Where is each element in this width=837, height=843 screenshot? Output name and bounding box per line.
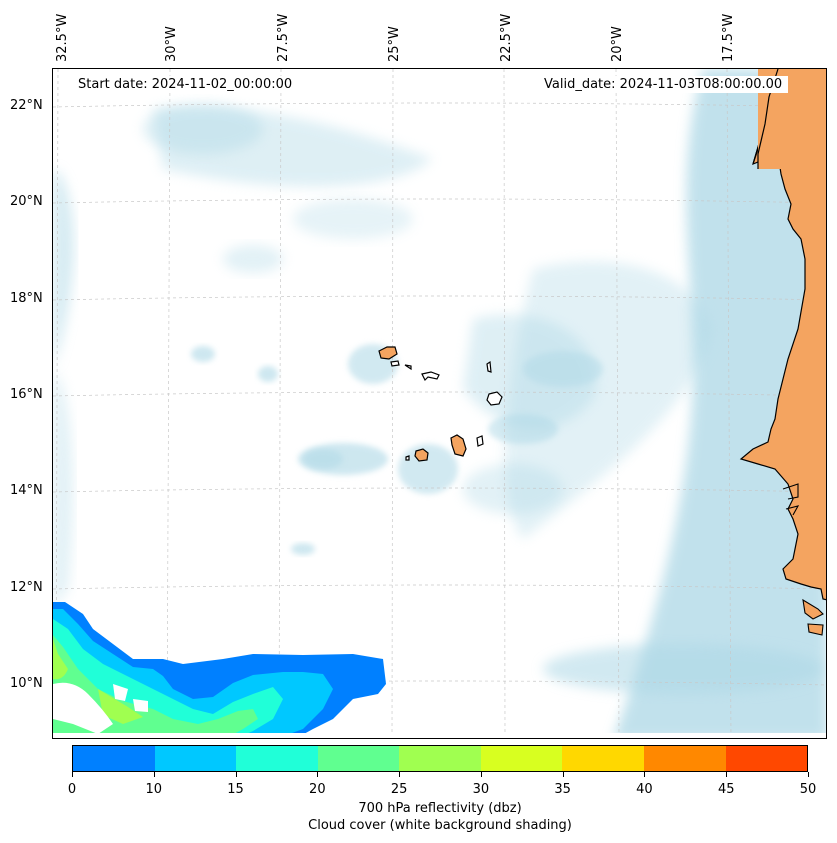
- colorbar-title-line1: 700 hPa reflectivity (dbz): [358, 801, 522, 816]
- start-date-label: Start date: 2024-11-02_00:00:00: [72, 76, 299, 93]
- lat-label-18n: 18°N: [10, 291, 43, 306]
- valid-date-label: Valid_date: 2024-11-03T08:00:00.00: [538, 76, 789, 93]
- colorbar-tick-mark: [644, 772, 646, 777]
- colorbar-swatch: [480, 746, 563, 771]
- colorbar-tick-label: 30: [472, 782, 490, 797]
- lat-label-12n: 12°N: [10, 580, 43, 595]
- cape-verde-islands: [378, 346, 503, 462]
- lat-label-22n: 22°N: [10, 98, 43, 113]
- colorbar-swatch: [562, 746, 644, 771]
- colorbar-tick-label: 25: [390, 782, 408, 797]
- lon-label-30w: 30°W: [164, 26, 179, 62]
- lon-label-27-5w: 27.5°W: [276, 13, 291, 62]
- colorbar-swatch: [236, 746, 318, 771]
- lon-label-22-5w: 22.5°W: [499, 13, 514, 62]
- lat-label-10n: 10°N: [10, 676, 43, 691]
- colorbar-swatch: [154, 746, 237, 771]
- colorbar-title-line2: Cloud cover (white background shading): [308, 818, 572, 833]
- colorbar-tick-label: 45: [717, 782, 735, 797]
- cloud-cover-layer: [53, 69, 826, 738]
- colorbar-swatch: [73, 746, 155, 771]
- colorbar-tick-label: 10: [145, 782, 163, 797]
- colorbar-tick-mark: [726, 772, 728, 777]
- reflectivity-layer: [53, 602, 826, 738]
- colorbar-tick-mark: [480, 772, 482, 777]
- lon-label-32-5w: 32.5°W: [55, 13, 70, 62]
- lat-label-16n: 16°N: [10, 387, 43, 402]
- map-panel: [52, 68, 827, 739]
- lon-label-17-5w: 17.5°W: [721, 13, 736, 62]
- colorbar-swatch: [725, 746, 808, 771]
- colorbar-swatch: [399, 746, 481, 771]
- colorbar: [72, 745, 808, 772]
- lat-label-20n: 20°N: [10, 194, 43, 209]
- colorbar-tick-label: 15: [227, 782, 244, 797]
- colorbar-tick-label: 50: [799, 782, 817, 797]
- gambia-coastline: [782, 483, 824, 636]
- africa-land: [739, 69, 826, 601]
- colorbar-tick-mark: [72, 772, 73, 777]
- colorbar-swatch: [643, 746, 726, 771]
- lon-label-25w: 25°W: [387, 26, 402, 62]
- colorbar-tick-mark: [235, 772, 237, 777]
- colorbar-tick-mark: [562, 772, 564, 777]
- colorbar-tick-label: 40: [636, 782, 653, 797]
- colorbar-tick-label: 0: [67, 782, 77, 797]
- lon-label-20w: 20°W: [610, 26, 625, 62]
- colorbar-tick-mark: [399, 772, 401, 777]
- colorbar-tick-mark: [317, 772, 319, 777]
- colorbar-tick-label: 20: [309, 782, 326, 797]
- colorbar-tick-mark: [153, 772, 155, 777]
- colorbar-tick-label: 35: [554, 782, 571, 797]
- colorbar-tick-mark: [808, 772, 809, 777]
- lat-label-14n: 14°N: [10, 483, 43, 498]
- colorbar-swatch: [317, 746, 400, 771]
- map-canvas: [53, 69, 826, 738]
